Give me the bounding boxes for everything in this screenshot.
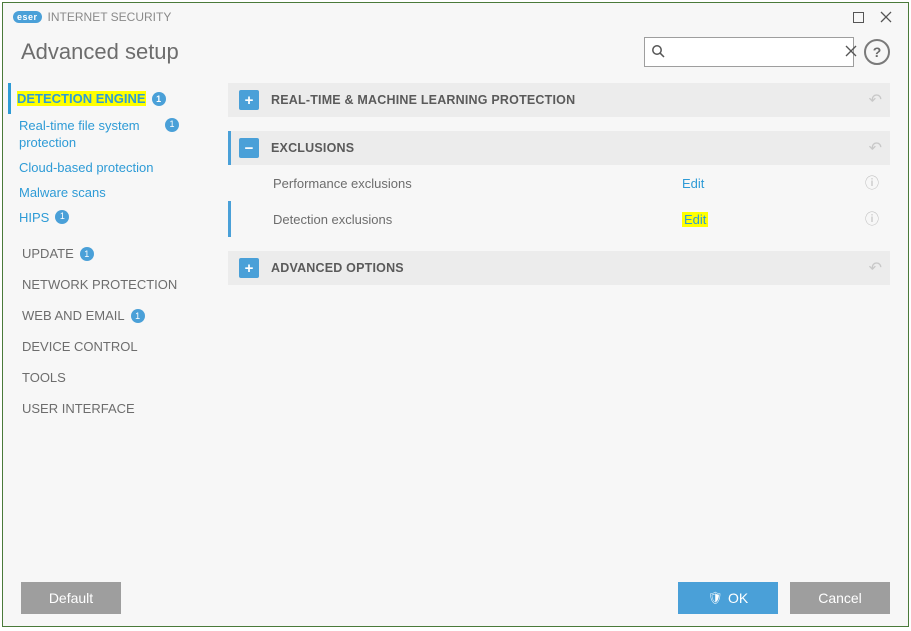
section-advanced: + ADVANCED OPTIONS ↶ xyxy=(228,251,890,285)
sidebar-sub-label: Real-time file system protection xyxy=(19,118,159,152)
undo-icon[interactable]: ↶ xyxy=(869,90,882,110)
sidebar-sub-realtime[interactable]: Real-time file system protection 1 xyxy=(17,114,212,156)
undo-icon[interactable]: ↶ xyxy=(869,258,882,278)
search-input[interactable] xyxy=(669,45,845,60)
badge-icon: 1 xyxy=(152,92,166,106)
sidebar-sub-label: HIPS xyxy=(19,210,49,227)
sidebar-item-label: USER INTERFACE xyxy=(22,401,135,416)
button-label: Cancel xyxy=(818,590,862,606)
sidebar: DETECTION ENGINE 1 Real-time file system… xyxy=(3,77,218,570)
sidebar-sub-cloud[interactable]: Cloud-based protection xyxy=(17,156,212,181)
search-clear-button[interactable] xyxy=(845,44,857,60)
expand-icon[interactable]: + xyxy=(239,90,259,110)
button-label: OK xyxy=(728,590,748,606)
section-realtime: + REAL-TIME & MACHINE LEARNING PROTECTIO… xyxy=(228,83,890,117)
sidebar-item-label: NETWORK PROTECTION xyxy=(22,277,177,292)
section-title: EXCLUSIONS xyxy=(271,141,869,155)
undo-icon[interactable]: ↶ xyxy=(869,138,882,158)
main-panel: + REAL-TIME & MACHINE LEARNING PROTECTIO… xyxy=(218,77,908,570)
row-label: Performance exclusions xyxy=(251,176,682,191)
close-icon xyxy=(880,11,892,23)
section-title: REAL-TIME & MACHINE LEARNING PROTECTION xyxy=(271,93,869,107)
page-title: Advanced setup xyxy=(21,39,179,65)
sidebar-item-network[interactable]: NETWORK PROTECTION xyxy=(17,269,212,300)
section-exclusions: − EXCLUSIONS ↶ Performance exclusions Ed… xyxy=(228,131,890,237)
shield-icon: 🛡 xyxy=(708,591,723,605)
sidebar-sub-label: Cloud-based protection xyxy=(19,160,153,177)
sidebar-item-label: DEVICE CONTROL xyxy=(22,339,138,354)
x-icon xyxy=(845,45,857,57)
default-button[interactable]: Default xyxy=(21,582,121,614)
sidebar-sub-label: Malware scans xyxy=(19,185,106,202)
sidebar-item-label: DETECTION ENGINE xyxy=(17,91,146,106)
sidebar-item-web-email[interactable]: WEB AND EMAIL 1 xyxy=(17,300,212,331)
search-icon xyxy=(651,44,665,61)
row-label: Detection exclusions xyxy=(251,212,682,227)
info-icon[interactable]: ⓘ xyxy=(862,173,882,193)
section-header-exclusions[interactable]: − EXCLUSIONS ↶ xyxy=(228,131,890,165)
app-window: eser INTERNET SECURITY Advanced setup ? xyxy=(2,2,909,627)
maximize-button[interactable] xyxy=(844,6,872,28)
sidebar-item-label: UPDATE xyxy=(22,246,74,261)
badge-icon: 1 xyxy=(55,210,69,224)
expand-icon[interactable]: + xyxy=(239,258,259,278)
sidebar-item-device-control[interactable]: DEVICE CONTROL xyxy=(17,331,212,362)
sidebar-item-detection-engine[interactable]: DETECTION ENGINE 1 xyxy=(8,83,212,114)
section-header-advanced[interactable]: + ADVANCED OPTIONS ↶ xyxy=(228,251,890,285)
info-icon[interactable]: ⓘ xyxy=(862,209,882,229)
maximize-icon xyxy=(853,12,864,23)
body: DETECTION ENGINE 1 Real-time file system… xyxy=(3,77,908,570)
sidebar-item-user-interface[interactable]: USER INTERFACE xyxy=(17,393,212,424)
section-header-realtime[interactable]: + REAL-TIME & MACHINE LEARNING PROTECTIO… xyxy=(228,83,890,117)
collapse-icon[interactable]: − xyxy=(239,138,259,158)
sidebar-item-label: TOOLS xyxy=(22,370,66,385)
close-button[interactable] xyxy=(872,6,900,28)
titlebar: eser INTERNET SECURITY xyxy=(3,3,908,31)
row-detection-exclusions: Detection exclusions Edit ⓘ xyxy=(228,201,890,237)
product-name: INTERNET SECURITY xyxy=(48,10,172,24)
sidebar-item-update[interactable]: UPDATE 1 xyxy=(17,238,212,269)
footer: Default 🛡 OK Cancel xyxy=(3,570,908,626)
edit-link[interactable]: Edit xyxy=(682,176,704,191)
edit-link[interactable]: Edit xyxy=(682,212,708,227)
section-title: ADVANCED OPTIONS xyxy=(271,261,869,275)
ok-button[interactable]: 🛡 OK xyxy=(678,582,778,614)
sidebar-item-label: WEB AND EMAIL xyxy=(22,308,125,323)
help-button[interactable]: ? xyxy=(864,39,890,65)
search-box[interactable] xyxy=(644,37,854,67)
badge-icon: 1 xyxy=(165,118,179,132)
sidebar-sub-hips[interactable]: HIPS 1 xyxy=(17,206,212,231)
sidebar-item-tools[interactable]: TOOLS xyxy=(17,362,212,393)
row-performance-exclusions: Performance exclusions Edit ⓘ xyxy=(228,165,890,201)
brand-logo: eser xyxy=(13,11,42,23)
sidebar-sub-malware[interactable]: Malware scans xyxy=(17,181,212,206)
badge-icon: 1 xyxy=(131,309,145,323)
badge-icon: 1 xyxy=(80,247,94,261)
cancel-button[interactable]: Cancel xyxy=(790,582,890,614)
button-label: Default xyxy=(49,590,93,606)
header: Advanced setup ? xyxy=(3,31,908,77)
